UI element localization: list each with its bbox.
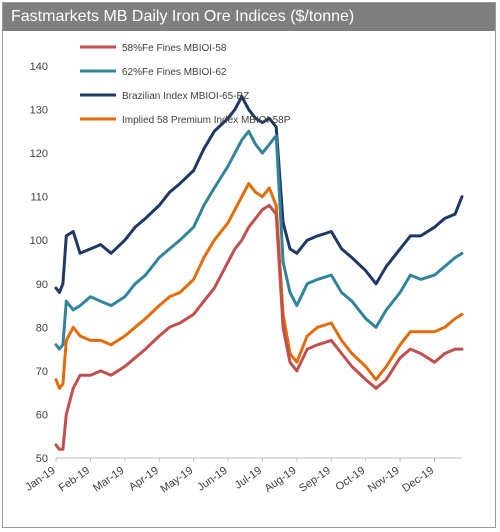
x-tick-label: Jul-19 xyxy=(233,465,264,492)
series-line xyxy=(54,182,464,390)
y-axis-ticks: 50 60 70 80 90 100 110 120 130 140 xyxy=(30,61,48,465)
y-tick-label: 120 xyxy=(30,148,48,160)
x-tick-label: Jun-19 xyxy=(195,465,229,494)
y-tick-label: 70 xyxy=(36,366,48,378)
legend-entry: Implied 58 Premium Index MBIOI-58P xyxy=(122,115,291,126)
y-tick-label: 140 xyxy=(30,61,48,73)
y-tick-label: 60 xyxy=(36,409,48,421)
y-tick-label: 80 xyxy=(36,322,48,334)
y-tick-label: 130 xyxy=(30,105,48,117)
x-tick-label: Aug-19 xyxy=(263,465,299,495)
x-tick-label: Jan-19 xyxy=(23,465,57,494)
chart-title: Fastmarkets MB Daily Iron Ore Indices ($… xyxy=(3,3,495,31)
x-tick-label: Sep-19 xyxy=(297,465,333,495)
series-line xyxy=(54,95,464,294)
x-tick-label: Dec-19 xyxy=(400,465,436,495)
chart-frame: Fastmarkets MB Daily Iron Ore Indices ($… xyxy=(2,2,496,528)
y-tick-label: 100 xyxy=(30,235,48,247)
y-tick-label: 110 xyxy=(30,192,48,204)
series-lines xyxy=(54,95,464,451)
series-line xyxy=(54,203,464,451)
y-tick-label: 90 xyxy=(36,279,48,291)
x-tick-label: Mar-19 xyxy=(91,465,126,495)
legend-entry: Brazilian Index MBIOI-65-BZ xyxy=(122,91,249,102)
x-tick-label: Feb-19 xyxy=(57,465,92,495)
legend-entry: 62%Fe Fines MBIOI-62 xyxy=(122,67,227,78)
x-tick-label: Nov-19 xyxy=(366,465,402,495)
x-tick-label: Apr-19 xyxy=(127,465,161,494)
legend-entry: 58%Fe Fines MBIOI-58 xyxy=(122,43,227,54)
series-line xyxy=(54,129,464,351)
legend: 58%Fe Fines MBIOI-58 62%Fe Fines MBIOI-62… xyxy=(80,43,291,126)
x-tick-label: Oct-19 xyxy=(333,465,367,494)
y-tick-label: 50 xyxy=(36,453,48,465)
x-tick-label: May-19 xyxy=(158,465,195,496)
